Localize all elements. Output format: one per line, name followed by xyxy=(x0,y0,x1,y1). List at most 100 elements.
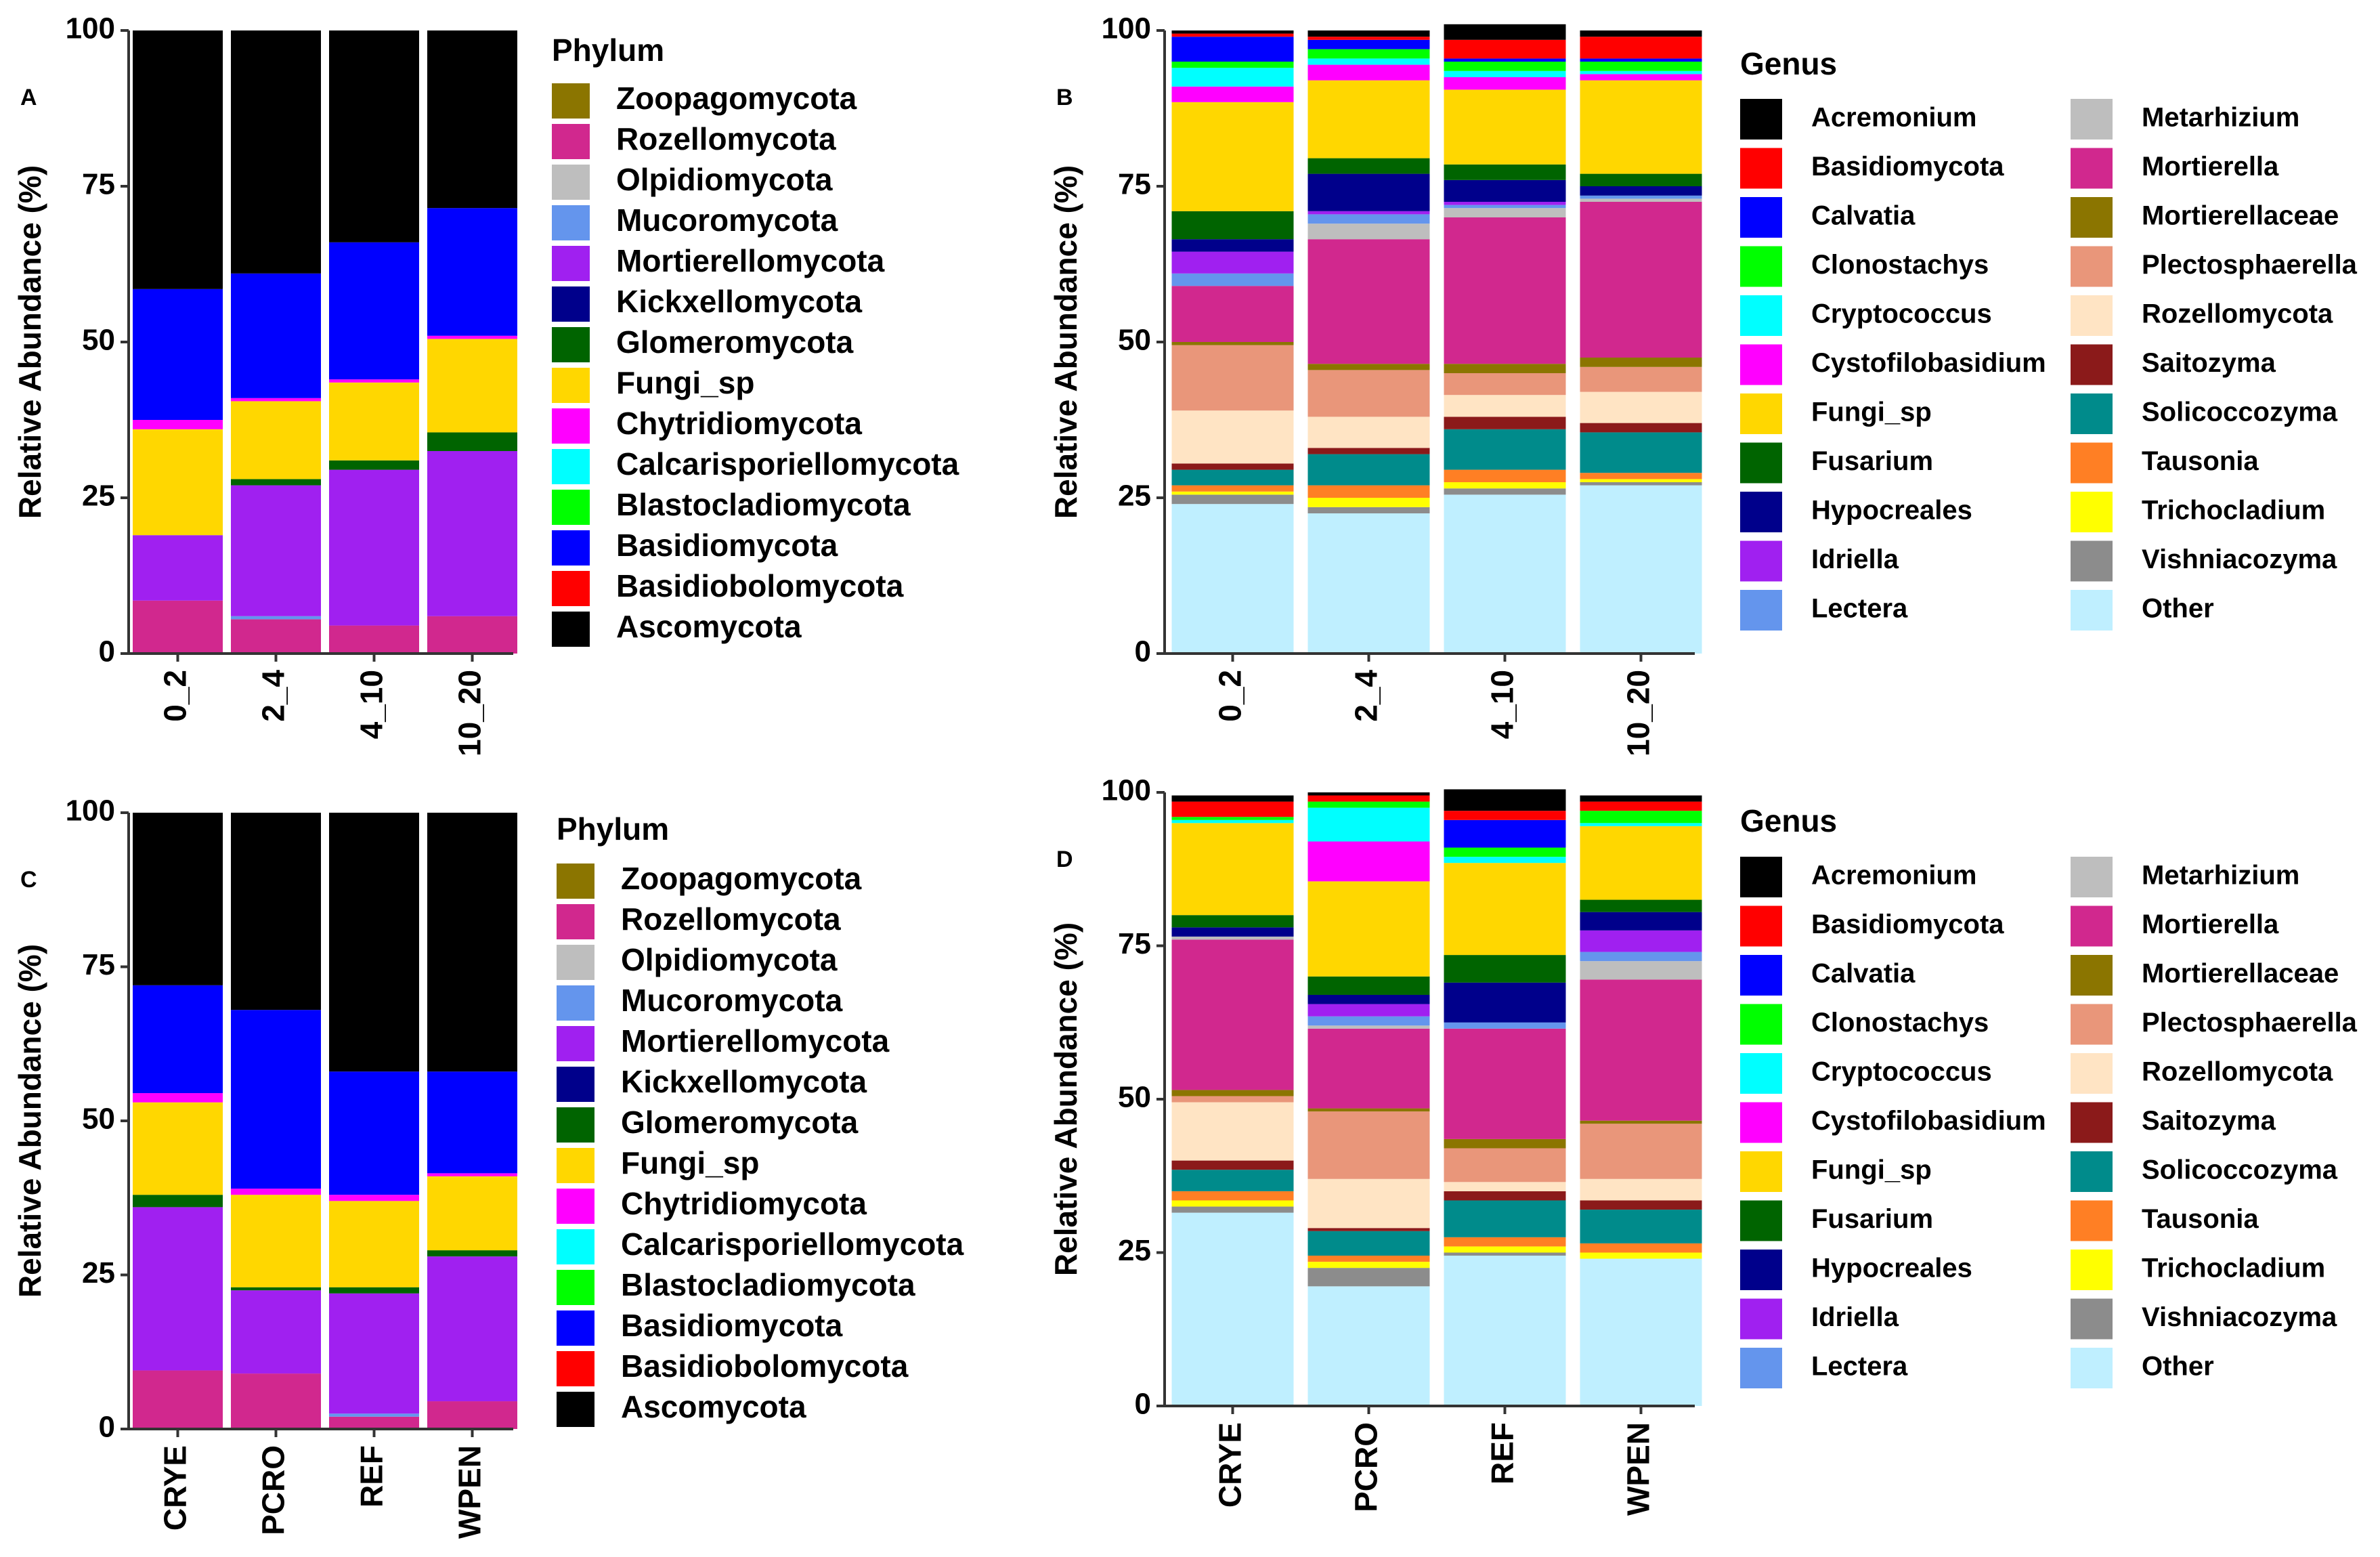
bar-segment-4-10-idriella xyxy=(1444,202,1566,205)
bar-segment-4-10-cystofilobasidium xyxy=(1444,77,1566,90)
legend-label-basidiobolomycota: Basidiobolomycota xyxy=(621,1348,909,1384)
bar-segment-0-2-saitozyma xyxy=(1171,463,1294,470)
bar-segment-crye-vishniacozyma xyxy=(1171,1206,1294,1213)
bar-segment-pcro-glomeromycota xyxy=(231,1287,321,1291)
legend-label-cryptococcus: Cryptococcus xyxy=(1811,1057,1992,1087)
legend-label-zoopagomycota: Zoopagomycota xyxy=(616,81,857,116)
legend-swatch-plectosphaerella xyxy=(2071,246,2113,287)
bar-segment-crye-acremonium xyxy=(1171,795,1294,802)
legend-label-basidiomycota: Basidiomycota xyxy=(621,1308,843,1343)
bar-segment-4-10-metarhizium xyxy=(1444,208,1566,217)
bar-segment-ref-mucoromycota xyxy=(329,1413,419,1417)
x-tick-label-10-20: 10_20 xyxy=(452,670,488,756)
bar-segment-4-10-calvatia xyxy=(1444,58,1566,62)
bar-segment-ref-solicoccozyma xyxy=(1444,1200,1566,1237)
bar-segment-2-4-saitozyma xyxy=(1307,448,1430,454)
x-tick-label-crye: CRYE xyxy=(158,1445,193,1531)
legend-label-idriella: Idriella xyxy=(1811,545,1899,574)
bar-segment-wpen-basidiomycota xyxy=(427,1071,517,1174)
bar-segment-wpen-metarhizium xyxy=(1580,961,1702,980)
bar-segment-2-4-acremonium xyxy=(1307,30,1430,37)
bar-segment-ref-mortierellomycota xyxy=(329,1293,419,1414)
legend-swatch-chytridiomycota xyxy=(552,408,590,444)
bar-segment-4-10-fungi-sp xyxy=(1444,89,1566,165)
bar-segment-2-4-ascomycota xyxy=(231,30,321,274)
bar-segment-4-10-mortierella xyxy=(1444,217,1566,364)
y-tick-label-0: 0 xyxy=(99,1411,115,1444)
y-tick-label-25: 25 xyxy=(82,1256,115,1289)
legend-title: Phylum xyxy=(557,811,669,847)
bar-segment-4-10-fungi-sp xyxy=(329,382,419,461)
legend-swatch-rozellomycota xyxy=(552,124,590,159)
bar-segment-0-2-rozellomycota xyxy=(133,600,223,654)
bar-segment-wpen-solicoccozyma xyxy=(1580,1210,1702,1243)
legend-swatch-calvatia xyxy=(1740,955,1782,996)
bar-segment-crye-chytridiomycota xyxy=(133,1093,223,1103)
bar-segment-wpen-fungi-sp xyxy=(1580,826,1702,900)
bar-segment-0-2-solicoccozyma xyxy=(1171,469,1294,486)
legend-swatch-kickxellomycota xyxy=(557,1067,594,1102)
legend-swatch-cystofilobasidium xyxy=(1740,1102,1782,1143)
legend-label-glomeromycota: Glomeromycota xyxy=(616,324,854,360)
bar-segment-4-10-clonostachys xyxy=(1444,62,1566,71)
y-tick-label-75: 75 xyxy=(82,948,115,981)
legend-label-chytridiomycota: Chytridiomycota xyxy=(621,1186,867,1221)
bar-segment-2-4-vishniacozyma xyxy=(1307,507,1430,513)
bar-segment-ref-lectera xyxy=(1444,1022,1566,1029)
bar-segment-ref-glomeromycota xyxy=(329,1287,419,1294)
legend-swatch-fusarium xyxy=(1740,1200,1782,1241)
x-tick-label-0-2: 0_2 xyxy=(1213,670,1248,722)
bar-segment-2-4-lectera xyxy=(1307,214,1430,224)
y-tick-label-75: 75 xyxy=(1118,168,1151,201)
legend-swatch-fungi-sp xyxy=(1740,393,1782,434)
legend-swatch-vishniacozyma xyxy=(2071,1298,2113,1340)
bar-segment-ref-rozellomycota xyxy=(329,1416,419,1429)
bar-segment-2-4-cystofilobasidium xyxy=(1307,64,1430,81)
bar-segment-4-10-other xyxy=(1444,494,1566,654)
bar-segment-ref-ascomycota xyxy=(329,813,419,1072)
bar-segment-0-2-vishniacozyma xyxy=(1171,494,1294,505)
legend-title: Genus xyxy=(1740,46,1837,81)
legend-label-hypocreales: Hypocreales xyxy=(1811,496,1972,526)
bar-segment-ref-calvatia xyxy=(1444,819,1566,848)
legend-swatch-vishniacozyma xyxy=(2071,540,2113,582)
bar-segment-pcro-rozellomycota xyxy=(231,1373,321,1429)
bar-segment-crye-glomeromycota xyxy=(133,1195,223,1208)
y-tick-label-100: 100 xyxy=(1102,12,1151,45)
legend-swatch-tausonia xyxy=(2071,442,2113,484)
bar-segment-crye-fusarium xyxy=(1171,915,1294,928)
y-axis-title: Relative Abundance (%) xyxy=(1048,922,1083,1276)
legend-label-olpidiomycota: Olpidiomycota xyxy=(621,942,838,977)
y-axis-title: Relative Abundance (%) xyxy=(1048,165,1083,519)
bar-segment-4-10-cryptococcus xyxy=(1444,70,1566,77)
bar-segment-0-2-chytridiomycota xyxy=(133,420,223,429)
bar-segment-pcro-plectosphaerella xyxy=(1307,1111,1430,1179)
bar-segment-ref-mortierellaceae xyxy=(1444,1138,1566,1149)
bar-segment-4-10-vishniacozyma xyxy=(1444,488,1566,495)
legend-swatch-basidiomycota xyxy=(552,530,590,566)
legend-swatch-clonostachys xyxy=(1740,1004,1782,1045)
bar-segment-wpen-lectera xyxy=(1580,952,1702,962)
legend-swatch-glomeromycota xyxy=(557,1107,594,1143)
legend-swatch-trichocladium xyxy=(2071,1250,2113,1290)
bar-segment-4-10-rozellomycota xyxy=(329,625,419,654)
bar-segment-2-4-calvatia xyxy=(1307,39,1430,49)
bar-segment-wpen-idriella xyxy=(1580,930,1702,952)
legend-swatch-glomeromycota xyxy=(552,327,590,362)
bar-segment-crye-basidiomycota xyxy=(133,985,223,1094)
bar-segment-ref-basidiomycota xyxy=(1444,811,1566,820)
legend-label-mortierellomycota: Mortierellomycota xyxy=(621,1023,890,1059)
legend-swatch-olpidiomycota xyxy=(557,945,594,980)
bar-segment-0-2-lectera xyxy=(1171,273,1294,286)
bar-segment-4-10-solicoccozyma xyxy=(1444,429,1566,470)
bar-segment-0-2-trichocladium xyxy=(1171,491,1294,495)
bar-segment-4-10-mortierellaceae xyxy=(1444,364,1566,373)
legend-label-saitozyma: Saitozyma xyxy=(2142,1106,2276,1136)
bar-segment-0-2-tausonia xyxy=(1171,485,1294,492)
y-tick-label-50: 50 xyxy=(1118,324,1151,357)
bar-segment-10-20-saitozyma xyxy=(1580,423,1702,433)
legend-swatch-zoopagomycota xyxy=(557,863,594,899)
legend-label-fungi-sp: Fungi_sp xyxy=(1811,1155,1932,1185)
legend-swatch-blastocladiomycota xyxy=(552,490,590,525)
